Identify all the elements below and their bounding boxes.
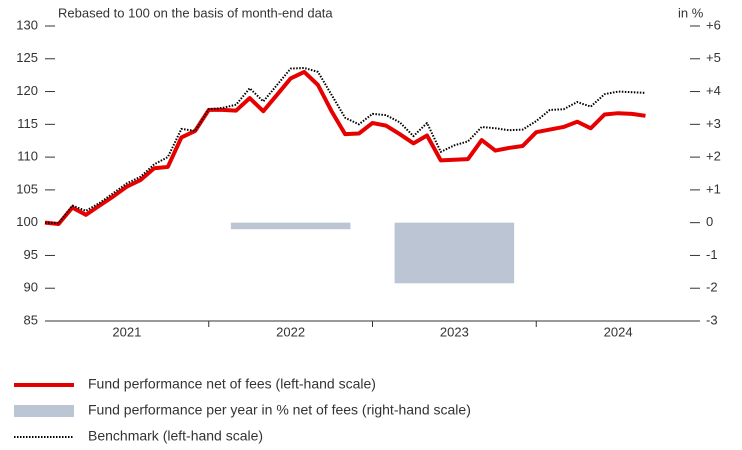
y2-tick-label: +3 (706, 116, 721, 131)
y2-tick-label: -1 (706, 247, 718, 262)
x-tick-label: 2022 (276, 324, 305, 339)
y2-tick-label: -3 (706, 312, 718, 327)
line (44, 66, 646, 225)
y2-tick-label: +5 (706, 50, 721, 65)
y2-tick-label: 0 (706, 214, 713, 229)
y2-tick-label: +2 (706, 149, 721, 164)
legend-label: Fund performance net of fees (left-hand … (88, 376, 376, 392)
y-tick-label: 95 (24, 247, 38, 262)
x-tick-label: 2021 (112, 324, 141, 339)
y-tick-label: 90 (24, 280, 38, 295)
y2-tick-label: +4 (706, 83, 721, 98)
chart-subtitle: Rebased to 100 on the basis of month-end… (58, 5, 333, 20)
y2-tick-label: -2 (706, 280, 718, 295)
bar (394, 222, 515, 284)
y-tick-label: 105 (16, 181, 38, 196)
y-tick-label: 120 (16, 83, 38, 98)
x-tick-label: 2024 (604, 324, 633, 339)
y-tick-label: 115 (17, 116, 38, 131)
y-tick-label: 125 (16, 50, 38, 65)
y-tick-label: 100 (16, 214, 38, 229)
bar (230, 222, 351, 230)
y-tick-label: 110 (17, 149, 38, 164)
y2-tick-label: +1 (706, 181, 721, 196)
y2-tick-label: +6 (706, 17, 721, 32)
legend-swatch (14, 405, 74, 417)
legend-label: Benchmark (left-hand scale) (88, 428, 263, 444)
legend-label: Fund performance per year in % net of fe… (88, 402, 471, 418)
y-tick-label: 85 (24, 312, 38, 327)
y2-axis-label: in % (678, 5, 704, 20)
x-tick-label: 2023 (440, 324, 469, 339)
y-tick-label: 130 (16, 17, 38, 32)
line (44, 69, 646, 226)
